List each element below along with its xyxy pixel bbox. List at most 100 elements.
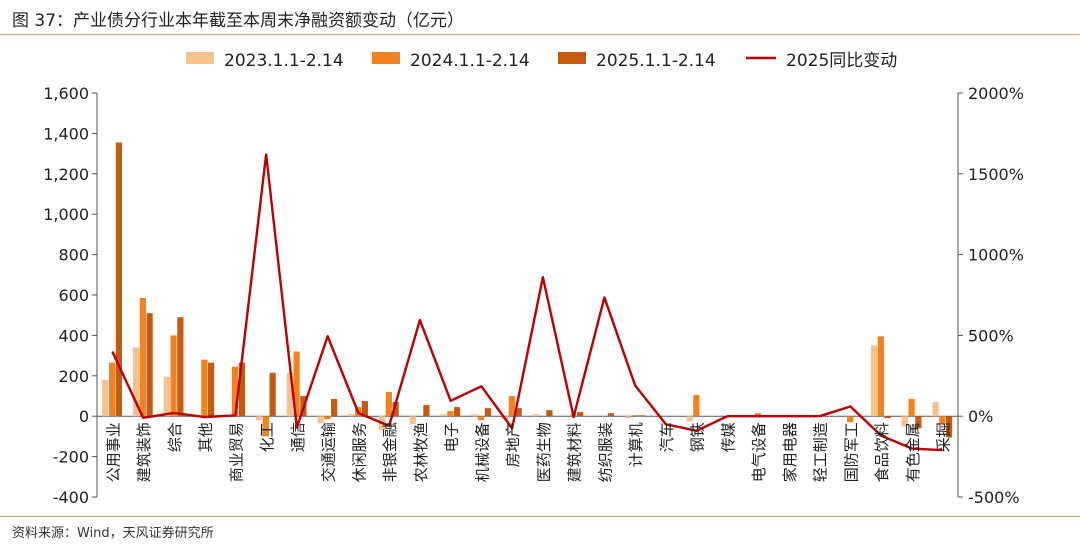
- right-tick-label: 2000%: [968, 84, 1024, 103]
- right-tick-label: 500%: [968, 326, 1014, 345]
- yoy-line: [111, 153, 943, 452]
- category-labels: 公用事业 建筑装饰 综合 其他 商业贸易 化工 通信 交通运输 休闲服务 非银金融 农林牧渔 电子 机械…: [104, 422, 952, 482]
- bar-2023: [624, 416, 632, 419]
- right-tick-label: 0%: [968, 407, 993, 426]
- category-label: 综合: [166, 422, 184, 452]
- category-label: 机械设备: [473, 422, 491, 482]
- bar-2024: [324, 416, 331, 420]
- category-label: 钢铁: [689, 422, 707, 452]
- bar-2023: [686, 416, 693, 422]
- chart-title: 图 37：产业债分行业本年截至本周末净融资额变动（亿元）: [12, 11, 465, 31]
- left-tick-label: -200: [53, 448, 89, 467]
- bar-2024: [754, 413, 761, 417]
- source-note: 资料来源：Wind，天风证券研究所: [12, 526, 214, 541]
- bar-2025: [361, 401, 368, 417]
- category-label: 采掘: [935, 422, 953, 452]
- bar-2025: [515, 408, 522, 417]
- category-label: 化工: [258, 422, 276, 452]
- bar-2025: [884, 416, 891, 419]
- bar-2023: [102, 379, 109, 417]
- category-label: 通信: [289, 422, 307, 452]
- bars: [102, 142, 953, 438]
- bar-2024: [293, 351, 300, 417]
- bar-2025: [115, 142, 122, 417]
- bar-2025: [238, 362, 245, 417]
- left-tick-label: 1,000: [43, 205, 89, 224]
- right-tick-label: 1500%: [968, 165, 1024, 184]
- category-label: 商业贸易: [227, 422, 245, 482]
- bar-2023: [471, 414, 478, 417]
- bar-2023: [286, 372, 293, 417]
- category-label: 农林牧渔: [412, 422, 430, 482]
- legend-label-2023: 2023.1.1-2.14: [224, 51, 344, 71]
- category-label: 家用电器: [781, 422, 799, 482]
- left-tick-label: 200: [58, 367, 89, 386]
- bar-2025: [454, 407, 461, 417]
- left-tick-label: 600: [58, 286, 89, 305]
- bar-2023: [409, 416, 416, 425]
- bar-2024: [508, 396, 515, 417]
- category-label: 交通运输: [320, 422, 338, 482]
- bar-2024: [631, 415, 638, 417]
- category-label: 汽车: [658, 422, 676, 452]
- bar-2024: [939, 416, 946, 425]
- bar-2024: [846, 416, 854, 423]
- left-tick-label: 800: [58, 246, 89, 265]
- category-label: 房地产: [504, 422, 522, 467]
- footer-divider: [0, 516, 1080, 517]
- bar-2025: [331, 399, 338, 417]
- category-label: 建筑材料: [566, 422, 584, 482]
- category-label: 计算机: [627, 422, 645, 467]
- bar-2025: [638, 415, 645, 417]
- legend-swatch-2025: [558, 52, 586, 64]
- bar-2025: [423, 405, 430, 417]
- bar-2024: [385, 391, 392, 417]
- legend-label-2024: 2024.1.1-2.14: [410, 51, 530, 71]
- bar-2024: [908, 399, 915, 417]
- bar-2025: [269, 372, 276, 417]
- category-label: 其他: [197, 422, 215, 452]
- bar-2023: [901, 416, 908, 427]
- left-tick-label: -400: [53, 488, 89, 507]
- bar-2025: [546, 410, 553, 417]
- bar-2023: [348, 414, 355, 417]
- bar-2023: [255, 416, 263, 421]
- bar-2025: [177, 317, 184, 417]
- bar-2024: [447, 411, 454, 417]
- bar-2025: [577, 412, 584, 417]
- yoy-line-path: [111, 153, 943, 452]
- bar-2023: [870, 345, 878, 417]
- bar-2024: [139, 298, 146, 417]
- legend-label-yoy: 2025同比变动: [786, 51, 897, 71]
- bar-2024: [877, 336, 884, 417]
- bar-2023: [317, 416, 324, 424]
- bar-2025: [392, 402, 399, 417]
- category-label: 有色金属: [904, 422, 922, 482]
- left-tick-label: 400: [58, 326, 89, 345]
- right-tick-label: -500%: [968, 488, 1020, 507]
- bar-2024: [201, 359, 208, 417]
- left-tick-label: 1,600: [43, 84, 89, 103]
- bar-2024: [262, 416, 269, 437]
- bar-2024: [477, 416, 485, 421]
- category-label: 纺织服装: [596, 422, 614, 482]
- bar-2024: [170, 335, 177, 417]
- bar-2023: [132, 347, 140, 417]
- category-label: 建筑装饰: [135, 422, 153, 482]
- category-label: 公用事业: [104, 422, 122, 482]
- bar-2025: [484, 408, 491, 417]
- legend-label-2025: 2025.1.1-2.14: [596, 51, 716, 71]
- bar-2025: [607, 413, 614, 417]
- legend-swatch-2024: [372, 52, 400, 64]
- bar-2025: [915, 416, 922, 429]
- category-label: 轻工制造: [812, 422, 830, 482]
- bar-2024: [693, 394, 700, 417]
- left-tick-label: 0: [79, 407, 89, 426]
- category-label: 电气设备: [750, 422, 768, 482]
- category-label: 医药生物: [535, 422, 553, 482]
- left-tick-label: 1,400: [43, 124, 89, 143]
- right-tick-label: 1000%: [968, 246, 1024, 265]
- bar-2023: [532, 414, 539, 417]
- chart-area: 2023.1.1-2.14 2024.1.1-2.14 2025.1.1-2.1…: [43, 51, 1024, 507]
- category-label: 电子: [443, 422, 461, 452]
